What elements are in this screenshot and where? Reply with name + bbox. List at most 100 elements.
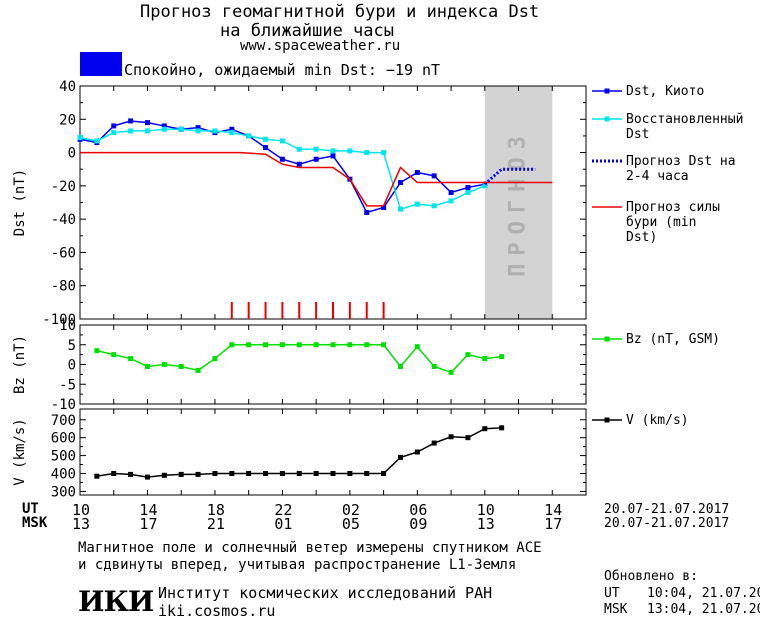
ut-tick-label: 02 [342,501,360,519]
data-point [397,363,403,369]
data-point [263,145,269,151]
data-point [381,204,387,210]
data-point [448,190,454,196]
data-point [414,170,420,176]
y-tick-label: 400 [51,467,76,483]
msk-dates: 20.07-21.07.2017 [604,516,730,531]
series-line-1-0 [96,344,502,374]
status-color-box [80,52,122,76]
data-point [111,352,117,358]
data-point [465,185,471,191]
site-url: www.spaceweather.ru [240,38,401,54]
data-point [482,426,488,432]
data-point [414,449,420,455]
updated-ut-label: UT [604,586,620,601]
ut-tick-label: 10 [72,501,90,519]
msk-tick-label: 01 [274,515,292,533]
panel-frame [79,324,587,405]
data-point [364,471,370,476]
legend-storm-forecast: Прогноз силы бури (min Dst) [626,200,720,245]
chart-title: Прогноз геомагнитной бури и индекса Dst [140,2,540,22]
updated-ut: 10:04, 21.07.2017 [647,586,760,601]
legend-v: V (km/s) [626,413,689,428]
y-axis-label: Bz (nT) [12,335,28,394]
data-point [313,146,319,152]
data-point [381,150,387,156]
ut-dates: 20.07-21.07.2017 [604,502,730,517]
data-point [448,434,454,440]
data-point [229,342,235,348]
data-point [94,473,100,479]
status-text: Спокойно, ожидаемый min Dst: −19 nT [124,61,441,79]
data-point [263,342,269,348]
legend-marker [604,116,610,122]
forecast-band [484,86,553,319]
data-point [364,209,370,215]
data-point [397,206,403,212]
data-point [161,472,167,478]
data-point [128,356,134,362]
y-tick-label: 0 [68,358,76,374]
data-point [381,342,387,348]
data-point [161,126,167,132]
msk-tick-label: 13 [72,515,90,533]
y-tick-label: 20 [59,112,76,128]
institute-name: Институт космических исследований РАН [158,584,493,602]
data-point [229,471,235,476]
data-point [364,150,370,156]
data-point [414,344,420,350]
data-point [195,128,201,134]
data-point [313,156,319,162]
data-point [313,471,319,476]
data-point [397,454,403,460]
dst-panel: ПРОГНОЗ 40 20 0 -20 -40 -60 -80 -100 Dst (nT) [12,79,587,328]
series-line-0-3 [80,151,553,207]
ut-tick-label: 14 [139,501,157,519]
data-point [144,120,150,126]
data-point [111,130,117,136]
msk-tick-label: 17 [139,515,157,533]
data-point [347,471,353,476]
updated-msk: 13:04, 21.07.2017 [647,602,760,617]
y-tick-label: 700 [51,413,76,429]
data-point [212,356,218,362]
msk-tick-label: 05 [342,515,360,533]
data-point [128,471,134,477]
data-point [499,425,505,431]
y-tick-label: -100 [42,312,76,328]
data-point [212,128,218,134]
data-point [397,180,403,186]
panel-frame [79,408,587,496]
data-point [212,471,218,476]
data-point [128,128,134,134]
y-tick-label: 40 [59,79,76,95]
data-point [364,342,370,348]
ut-tick-label: 10 [477,501,495,519]
data-point [279,156,285,162]
ut-tick-label: 14 [544,501,562,519]
updated-label: Обновлено в: [604,569,698,584]
data-point [414,201,420,207]
y-axis-label: V (km/s) [12,418,28,485]
bz-panel: 10 5 0 -5 -10 Bz (nT) [12,318,587,413]
institute-site[interactable]: iki.cosmos.ru [158,602,276,620]
data-point [279,471,285,476]
data-point [77,135,83,141]
data-point [431,203,437,209]
data-point [465,352,471,358]
data-point [263,136,269,142]
data-point [482,356,488,362]
y-tick-label: 10 [59,318,76,334]
msk-tick-label: 09 [409,515,427,533]
legend-marker [604,336,610,342]
data-point [144,128,150,134]
series-line-0-0 [79,120,485,214]
data-point [161,362,167,367]
series-line-2-0 [96,427,502,478]
data-point [94,348,100,354]
data-point [313,342,319,348]
data-point [465,435,471,441]
data-point [296,342,302,348]
